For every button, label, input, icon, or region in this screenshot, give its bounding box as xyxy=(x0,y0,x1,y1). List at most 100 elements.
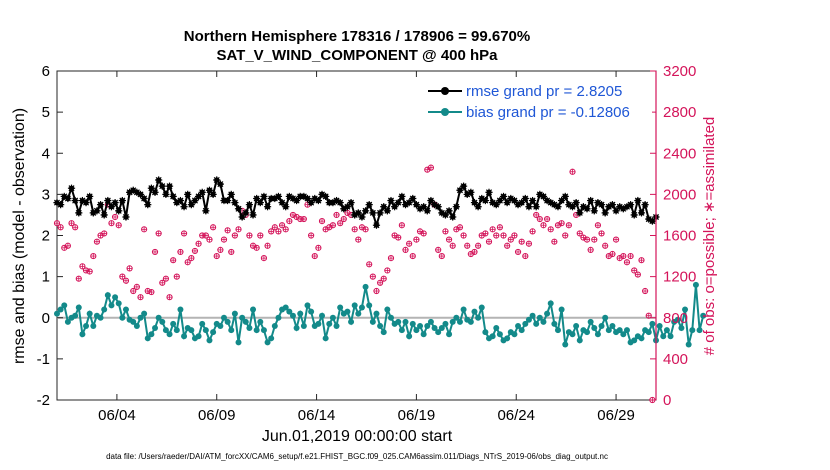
bias-point xyxy=(155,314,162,321)
obs-point xyxy=(522,252,529,260)
rmse-point xyxy=(583,205,591,213)
bias-point xyxy=(195,333,202,340)
bias-point xyxy=(64,318,71,325)
bias-point xyxy=(692,281,699,288)
bias-point xyxy=(217,322,224,329)
rmse-point xyxy=(322,192,330,201)
bias-point xyxy=(166,331,173,338)
bias-point xyxy=(587,318,594,325)
obs-point xyxy=(264,242,271,249)
rmse-point xyxy=(249,211,257,219)
rmse-point xyxy=(245,201,254,209)
bias-point xyxy=(286,308,293,315)
bias-point xyxy=(380,329,387,336)
obs-point xyxy=(329,222,337,229)
bias-point xyxy=(355,310,362,317)
y-tick-label: 2 xyxy=(42,228,50,245)
obs-point xyxy=(130,287,137,295)
bias-point xyxy=(558,306,565,313)
obs-point xyxy=(111,213,119,221)
rmse-point xyxy=(449,213,457,221)
obs-point xyxy=(384,267,391,274)
bias-point xyxy=(148,331,155,338)
obs-point xyxy=(271,224,278,231)
bias-point xyxy=(511,331,518,338)
obs-point xyxy=(170,257,177,264)
bias-point xyxy=(322,335,329,342)
y2-tick-label: 2000 xyxy=(663,186,696,203)
obs-point xyxy=(151,248,159,256)
legend-rmse-marker xyxy=(441,87,449,95)
bias-point xyxy=(333,322,340,329)
bias-point xyxy=(475,314,482,321)
y-axis-right: 0 400 800 1200 1600 2000 2400 2800 3200 xyxy=(650,63,696,409)
obs-point xyxy=(260,255,268,262)
bias-point xyxy=(275,314,282,321)
obs-point xyxy=(518,238,525,245)
rmse-point xyxy=(387,196,395,205)
bias-point xyxy=(602,314,609,321)
obs-point xyxy=(387,255,395,262)
bias-point xyxy=(293,325,300,332)
obs-point xyxy=(268,228,275,235)
data-file-note: data file: /Users/raeder/DAI/ATM_forcXX/… xyxy=(106,452,608,461)
bias-point xyxy=(504,335,511,342)
y-tick-label: -2 xyxy=(37,392,50,409)
bias-point xyxy=(206,337,213,344)
obs-point xyxy=(188,255,195,262)
bias-point xyxy=(242,318,249,325)
bias-point xyxy=(547,300,554,307)
y2-tick-label: 1200 xyxy=(663,269,696,286)
obs-point xyxy=(445,236,453,243)
bias-point xyxy=(435,329,442,336)
rmse-point xyxy=(256,199,264,207)
obs-point xyxy=(500,232,507,239)
obs-point xyxy=(413,236,420,243)
rmse-point xyxy=(641,201,649,209)
bias-point xyxy=(424,322,431,329)
bias-point xyxy=(362,283,369,290)
rmse-point xyxy=(151,188,159,196)
bias-point xyxy=(562,341,569,348)
obs-point xyxy=(119,273,126,280)
rmse-point xyxy=(601,209,609,217)
obs-point xyxy=(308,232,315,239)
y-tick-label: -1 xyxy=(37,351,50,368)
rmse-point xyxy=(521,194,529,203)
obs-point xyxy=(126,265,133,272)
rmse-point xyxy=(71,196,79,205)
rmse-point xyxy=(118,196,126,205)
bias-point xyxy=(54,310,60,317)
y-axis-left: -2 -1 0 1 2 3 4 5 6 xyxy=(37,63,63,409)
bias-point xyxy=(609,322,616,329)
rmse-point xyxy=(57,201,65,209)
chart-subtitle: SAT_V_WIND_COMPONENT @ 400 hPa xyxy=(216,47,498,64)
obs-point xyxy=(144,287,151,295)
bias-point xyxy=(456,318,463,325)
bias-point xyxy=(406,333,413,340)
rmse-point xyxy=(474,203,482,211)
obs-point xyxy=(282,226,289,233)
bias-point xyxy=(493,325,500,332)
rmse-point xyxy=(510,196,519,205)
bias-point xyxy=(685,341,692,348)
obs-point xyxy=(376,279,384,286)
rmse-point xyxy=(155,176,163,184)
bias-point xyxy=(210,329,217,336)
rmse-point xyxy=(242,209,250,217)
chart-title: Northern Hemisphere 178316 / 178906 = 99… xyxy=(184,28,530,45)
obs-point xyxy=(398,222,405,229)
rmse-point xyxy=(89,209,97,217)
bias-point xyxy=(224,318,231,325)
bias-point xyxy=(159,318,166,325)
obs-point xyxy=(191,247,199,255)
rmse-point xyxy=(202,207,210,215)
bias-point xyxy=(620,331,627,338)
rmse-point xyxy=(231,199,239,207)
rmse-point xyxy=(608,201,617,209)
rmse-point xyxy=(314,196,322,205)
rmse-point xyxy=(554,203,562,211)
bias-point xyxy=(348,318,355,325)
obs-point xyxy=(355,236,362,243)
bias-point xyxy=(268,335,275,342)
